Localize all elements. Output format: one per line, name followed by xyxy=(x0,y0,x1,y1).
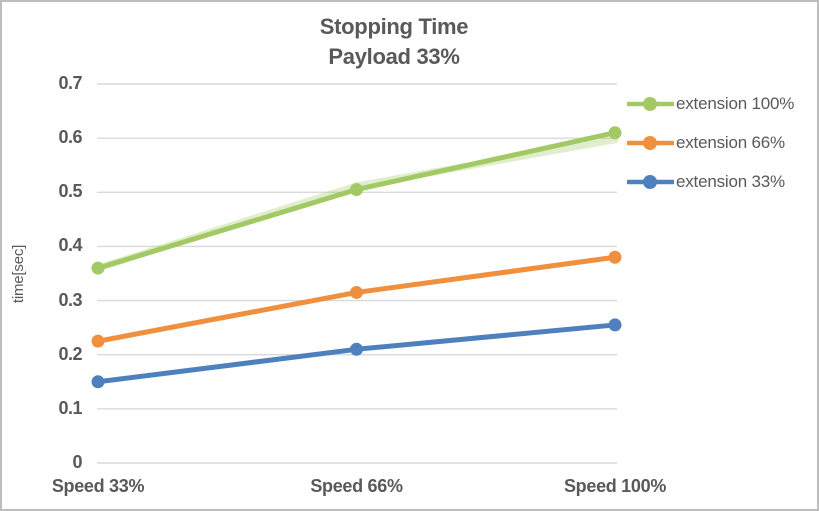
y-tick-label: 0.4 xyxy=(58,235,82,256)
legend-line-marker-icon xyxy=(627,136,674,150)
y-tick-label: 0.5 xyxy=(58,181,82,202)
data-point-marker xyxy=(350,342,363,356)
data-point-marker xyxy=(608,318,622,332)
y-tick-label: 0.3 xyxy=(58,289,82,310)
legend-label: extension 100% xyxy=(676,94,795,113)
legend-entry-extension-66: extension 66% xyxy=(627,124,785,163)
legend-label: extension 66% xyxy=(676,133,785,152)
x-axis-label: Speed 100% xyxy=(563,476,667,496)
chart-title: Stopping Time xyxy=(319,14,469,39)
y-tick-label: 0.1 xyxy=(58,397,82,418)
data-point-marker xyxy=(608,250,622,264)
series-line xyxy=(95,254,618,344)
x-axis-label: Speed 33% xyxy=(51,476,145,496)
data-point-marker xyxy=(91,334,105,348)
data-point-marker xyxy=(91,375,105,389)
data-point-marker xyxy=(350,183,363,197)
chart-subtitle: Payload 33% xyxy=(328,44,460,69)
data-point-marker xyxy=(350,285,363,299)
y-tick-label: 0 xyxy=(72,452,82,472)
data-point-marker xyxy=(608,126,622,140)
chart-title-block: Stopping Time Payload 33% xyxy=(2,12,786,72)
data-point-marker xyxy=(91,261,105,275)
legend-line-marker-icon xyxy=(627,175,674,189)
x-axis-label: Speed 66% xyxy=(310,476,403,496)
underlay-line xyxy=(94,136,619,272)
y-tick-label: 0.7 xyxy=(58,73,82,93)
y-tick-label: 0.2 xyxy=(58,343,82,364)
y-tick-label: 0.6 xyxy=(58,127,82,148)
legend-label: extension 33% xyxy=(676,172,785,191)
legend-entry-extension-33: extension 33% xyxy=(627,163,785,202)
legend-entry-extension-100: extension 100% xyxy=(627,85,794,124)
legend-line-marker-icon xyxy=(627,97,674,111)
